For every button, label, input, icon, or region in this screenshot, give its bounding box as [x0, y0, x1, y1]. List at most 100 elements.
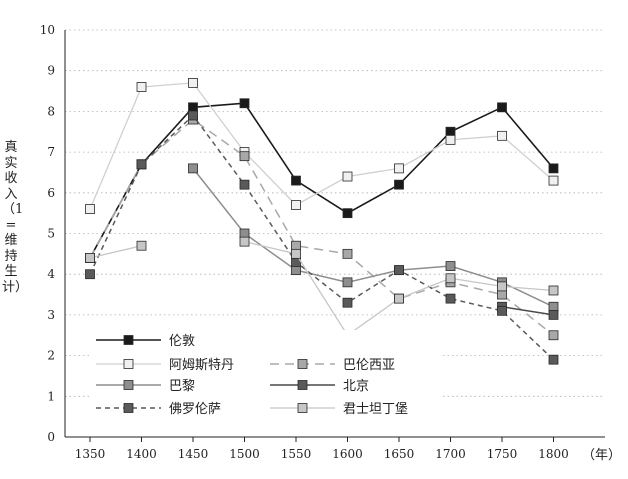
legend-label: 巴黎: [169, 379, 195, 394]
series-line: [89, 118, 554, 336]
legend-marker: [123, 359, 134, 369]
data-point: [188, 78, 198, 88]
y-tick-label: 5: [47, 227, 55, 241]
x-tick-label: 1650: [384, 447, 415, 461]
y-tick-label: 3: [47, 308, 55, 322]
legend-label: 北京: [343, 379, 369, 394]
data-point: [497, 289, 507, 300]
data-point: [239, 236, 250, 247]
data-point: [548, 330, 559, 341]
legend-marker: [297, 403, 308, 413]
legend-label: 巴伦西亚: [343, 358, 395, 373]
data-point: [497, 130, 507, 141]
data-point: [291, 248, 301, 259]
data-point: [548, 301, 559, 312]
series-6: [85, 236, 559, 341]
data-point: [394, 265, 404, 276]
data-point: [445, 261, 456, 271]
series-line: [89, 102, 555, 259]
data-point: [136, 159, 147, 170]
data-point: [342, 171, 353, 182]
data-point: [394, 179, 404, 190]
x-tick-label: 1600: [332, 447, 363, 461]
data-point: [548, 175, 559, 186]
data-point: [239, 179, 250, 190]
data-point: [291, 200, 301, 210]
y-tick-label: 6: [47, 186, 55, 200]
data-point: [291, 265, 301, 276]
data-point: [291, 240, 301, 251]
series-line: [89, 245, 142, 259]
legend-marker: [123, 403, 134, 413]
y-tick-label: 0: [47, 430, 55, 444]
x-tick-label: 1550: [281, 447, 312, 461]
legend-label: 佛罗伦萨: [169, 402, 221, 417]
legend-item: 巴伦西亚: [270, 358, 395, 373]
data-point: [85, 269, 95, 280]
legend-item: 巴黎: [96, 379, 195, 394]
x-axis-unit: （年）: [582, 448, 622, 463]
legend-item: 佛罗伦萨: [96, 402, 221, 417]
y-tick-label: 4: [47, 267, 55, 281]
series-1: [85, 78, 559, 214]
x-tick-label: 1750: [487, 447, 518, 461]
data-point: [239, 98, 250, 109]
legend-marker: [123, 335, 134, 345]
y-tick-label: 10: [40, 23, 55, 37]
legend-marker: [123, 380, 134, 390]
legend-item: 伦敦: [96, 333, 195, 349]
data-point: [136, 240, 147, 251]
x-tick-label: 1400: [126, 447, 157, 461]
legend-marker: [297, 359, 308, 369]
y-tick-label: 2: [47, 349, 55, 363]
legend-background: [92, 330, 442, 420]
y-tick-label: 1: [47, 389, 55, 403]
y-tick-label: 7: [47, 145, 55, 159]
series-0: [85, 98, 559, 263]
x-tick-label: 1700: [435, 447, 466, 461]
data-point: [497, 281, 507, 292]
series-line: [89, 114, 555, 361]
data-point: [342, 248, 353, 259]
series-3: [188, 163, 559, 312]
data-point: [239, 151, 250, 162]
data-point: [394, 293, 404, 304]
data-point: [548, 354, 559, 365]
data-point: [85, 204, 95, 214]
data-point: [136, 82, 147, 92]
series-5: [85, 110, 559, 365]
legend-label: 伦敦: [169, 333, 195, 349]
legend-label: 君士坦丁堡: [343, 401, 408, 417]
legend-marker: [297, 380, 308, 390]
data-point: [445, 126, 456, 137]
data-point: [548, 309, 559, 320]
data-point: [445, 273, 456, 284]
data-point: [445, 134, 456, 145]
x-tick-label: 1800: [538, 447, 569, 461]
data-point: [342, 297, 353, 308]
series-line: [244, 241, 554, 337]
data-point: [548, 163, 559, 174]
data-point: [342, 208, 353, 219]
x-tick-label: 1450: [178, 447, 209, 461]
data-point: [342, 277, 353, 288]
legend-item: 北京: [270, 379, 369, 394]
legend-item: 阿姆斯特丹: [96, 358, 234, 373]
data-point: [548, 285, 559, 296]
data-point: [239, 228, 250, 239]
data-point: [85, 253, 95, 263]
data-point: [497, 305, 507, 316]
y-axis-label: 真实收入（1=维持生计）: [2, 140, 29, 295]
legend-label: 阿姆斯特丹: [169, 358, 234, 373]
x-tick-label: 1350: [75, 447, 106, 461]
data-point: [188, 102, 198, 113]
data-point: [445, 293, 456, 304]
data-point: [291, 175, 301, 186]
series-line: [501, 306, 554, 316]
y-tick-label: 9: [47, 64, 55, 78]
x-tick-label: 1500: [229, 447, 260, 461]
series-line: [89, 82, 554, 210]
legend-item: 君士坦丁堡: [270, 401, 408, 417]
data-point: [497, 102, 507, 113]
